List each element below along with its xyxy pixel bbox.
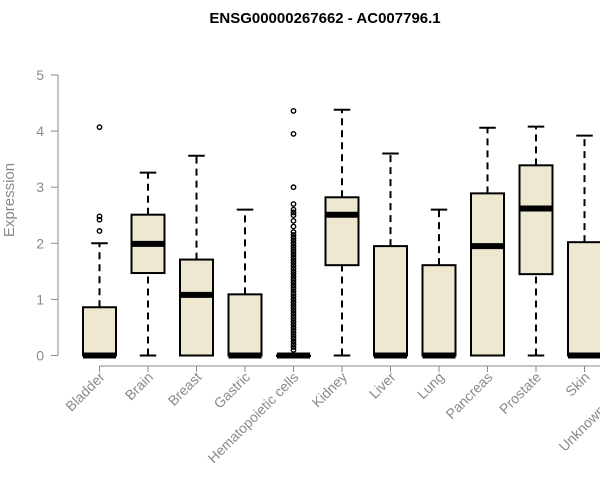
outlier-point xyxy=(290,341,297,348)
outlier-point xyxy=(290,265,297,272)
x-tick-label: Bladder xyxy=(62,369,108,415)
boxes-group xyxy=(82,108,600,359)
outlier-point xyxy=(290,327,297,334)
box-iqr xyxy=(518,164,554,276)
outlier-point xyxy=(290,316,297,322)
outlier-point xyxy=(290,330,297,336)
outlier-point xyxy=(290,285,297,292)
outlier-point xyxy=(96,213,103,220)
outlier-point xyxy=(290,302,297,308)
x-tick-label: Pancreas xyxy=(442,369,495,422)
y-tick-label: 0 xyxy=(36,348,44,364)
box-iqr xyxy=(373,245,408,357)
box-prostate xyxy=(518,125,554,357)
outlier-point xyxy=(290,321,297,328)
outlier-point xyxy=(290,282,297,289)
outlier-point xyxy=(290,248,297,255)
outlier-point xyxy=(290,346,297,353)
outlier-point xyxy=(96,228,103,234)
outlier-point xyxy=(290,223,297,230)
outlier-point xyxy=(290,262,297,269)
box-iqr xyxy=(567,241,600,357)
outlier-point xyxy=(290,290,297,297)
outlier-point xyxy=(290,243,297,250)
outlier-point xyxy=(96,124,103,131)
y-tick-label: 4 xyxy=(36,123,44,139)
outlier-point xyxy=(290,338,297,345)
outlier-point xyxy=(290,231,297,238)
outlier-point xyxy=(290,212,297,219)
outlier-point xyxy=(290,279,297,286)
y-axis: 0 1 2 3 4 5 xyxy=(36,67,59,364)
box-kidney xyxy=(324,108,360,357)
outlier-point xyxy=(290,209,297,216)
outlier-point xyxy=(290,296,297,303)
x-tick-label: Liver xyxy=(366,369,399,402)
box-bladder xyxy=(82,124,117,359)
outlier-point xyxy=(290,260,297,266)
y-tick-label: 1 xyxy=(36,291,44,307)
y-tick-label: 5 xyxy=(36,67,44,83)
outlier-point xyxy=(290,313,297,320)
box-brain xyxy=(130,171,166,357)
outlier-point xyxy=(290,344,297,350)
outlier-point xyxy=(96,216,103,223)
box-skin xyxy=(567,134,600,359)
outlier-point xyxy=(290,257,297,264)
box-breast xyxy=(179,154,214,357)
x-tick-label: Gastric xyxy=(210,369,253,412)
outlier-point xyxy=(290,324,297,331)
outlier-point xyxy=(290,131,297,137)
outlier-point xyxy=(290,271,297,278)
chart-title: ENSG00000267662 - AC007796.1 xyxy=(209,10,440,27)
outlier-point xyxy=(290,246,297,252)
outlier-point xyxy=(290,318,297,325)
box-liver xyxy=(373,152,408,359)
outlier-point xyxy=(290,299,297,306)
box-iqr xyxy=(227,293,263,357)
outlier-point xyxy=(290,206,297,213)
box-iqr xyxy=(179,258,214,357)
x-tick-label: Brain xyxy=(122,369,156,403)
outlier-point xyxy=(290,229,297,235)
box-iqr xyxy=(421,264,457,357)
outlier-point xyxy=(290,108,297,114)
outlier-point xyxy=(290,184,297,191)
box-gastric xyxy=(227,208,263,359)
outlier-point xyxy=(290,254,297,261)
outlier-point xyxy=(290,332,297,339)
outlier-point xyxy=(290,237,297,244)
outlier-point xyxy=(290,240,297,247)
box-iqr xyxy=(470,192,505,357)
box-hematopoietic-cells xyxy=(276,108,311,359)
y-tick-label: 2 xyxy=(36,235,44,251)
outlier-point xyxy=(290,234,297,241)
outlier-point xyxy=(290,288,297,294)
box-iqr xyxy=(82,306,117,357)
x-tick-label: Prostate xyxy=(496,369,544,417)
box-pancreas xyxy=(470,126,505,357)
outlier-point xyxy=(290,274,297,280)
y-tick-label: 3 xyxy=(36,179,44,195)
x-tick-label: Lung xyxy=(414,369,447,402)
x-tick-label: Breast xyxy=(165,369,205,409)
x-tick-label: Skin xyxy=(562,369,593,400)
outlier-point xyxy=(290,217,297,224)
outlier-point xyxy=(290,310,297,317)
outlier-point xyxy=(290,335,297,342)
outlier-point xyxy=(290,304,297,311)
outlier-point xyxy=(290,268,297,275)
outlier-point xyxy=(290,201,297,207)
x-tick-label: Kidney xyxy=(309,369,351,411)
box-lung xyxy=(421,208,457,359)
outlier-point xyxy=(290,276,297,283)
x-tick-label: Hematopoietic cells xyxy=(204,369,301,466)
box-iqr xyxy=(324,196,360,267)
outlier-point xyxy=(290,293,297,300)
outlier-point xyxy=(290,307,297,314)
y-axis-label: Expression xyxy=(1,163,18,237)
outlier-point xyxy=(290,251,297,258)
